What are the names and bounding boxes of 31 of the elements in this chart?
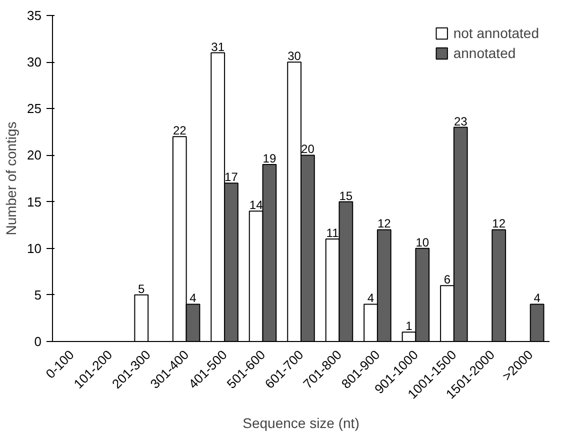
data-label: 31 [211,40,225,54]
y-tick-label: 15 [27,194,42,210]
data-label: 15 [339,188,353,203]
data-label: 19 [262,152,276,166]
data-label: 17 [224,170,238,184]
y-tick-label: 35 [27,8,42,23]
legend-label: not annotated [453,25,539,41]
y-tick-label: 20 [27,148,42,163]
legend-label: annotated [453,45,516,61]
data-label: 10 [416,235,430,250]
y-tick-label: 25 [27,101,42,116]
data-label: 23 [454,114,468,128]
data-label: 12 [492,216,506,231]
y-tick-label: 30 [27,54,42,70]
data-label: 6 [444,272,451,287]
y-tick-label: 10 [27,240,42,256]
data-label: 12 [377,216,392,231]
data-label: 30 [288,49,302,64]
data-label: 11 [326,226,340,240]
data-label: 1 [406,319,413,334]
data-label: 4 [190,291,197,306]
y-tick-label: 0 [34,334,42,349]
data-label: 4 [367,291,374,306]
data-label: 20 [301,142,315,156]
data-label: 4 [534,291,541,306]
data-label: 22 [172,124,187,138]
data-label: 14 [249,198,264,212]
data-label: 5 [138,282,146,296]
x-axis-title: Sequence size (nt) [242,415,360,432]
y-axis-title: Number of contigs [3,122,20,236]
y-tick-label: 5 [34,287,42,302]
